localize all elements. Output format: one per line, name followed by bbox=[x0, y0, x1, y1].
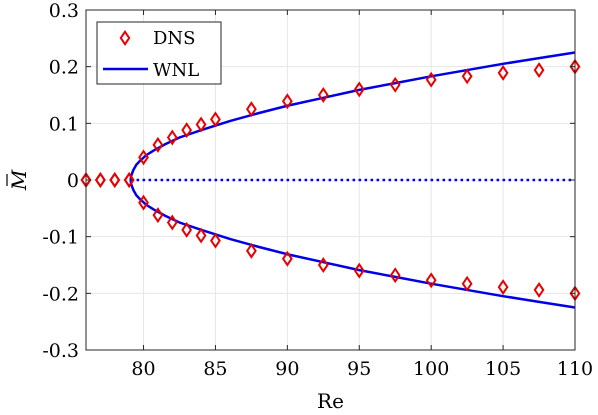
dns-point-lower bbox=[353, 262, 365, 279]
dns-point-upper bbox=[389, 76, 401, 93]
dns-point-upper bbox=[152, 136, 164, 153]
y-tick-label: 0.1 bbox=[49, 113, 79, 135]
x-tick-label: 110 bbox=[557, 358, 593, 380]
x-tick-label: 100 bbox=[413, 358, 449, 380]
dns-point-upper bbox=[533, 62, 545, 79]
legend: DNS WNL bbox=[96, 21, 222, 85]
dns-point-upper bbox=[425, 71, 437, 88]
dns-point-lower bbox=[94, 172, 106, 188]
dns-point-lower bbox=[166, 214, 178, 231]
dns-point-lower bbox=[425, 272, 437, 289]
y-tick-label: -0.2 bbox=[42, 283, 79, 305]
dns-point-lower bbox=[152, 207, 164, 224]
dns-point-lower bbox=[533, 281, 545, 298]
x-tick-label: 95 bbox=[347, 358, 371, 380]
x-tick-labels: 80 85 90 95 100 105 110 bbox=[131, 358, 593, 380]
y-tick-label: 0.3 bbox=[49, 0, 79, 22]
x-axis-label: Re bbox=[317, 389, 344, 413]
x-tick-label: 105 bbox=[485, 358, 521, 380]
dns-point-upper bbox=[281, 93, 293, 110]
y-axis-label: M bbox=[7, 169, 31, 191]
dns-point-upper bbox=[497, 64, 509, 81]
y-tick-label: -0.3 bbox=[42, 340, 79, 362]
dns-point-lower bbox=[181, 221, 193, 238]
y-tick-labels: -0.3 -0.2 -0.1 0 0.1 0.2 0.3 bbox=[42, 0, 79, 362]
dns-point-lower bbox=[461, 275, 473, 292]
x-tick-label: 80 bbox=[131, 358, 155, 380]
dns-point-upper bbox=[317, 87, 329, 103]
series-wnl bbox=[129, 51, 576, 309]
dns-point-lower bbox=[123, 172, 135, 188]
dns-point-lower bbox=[210, 232, 221, 249]
dns-point-lower bbox=[317, 257, 329, 273]
dns-point-lower bbox=[195, 227, 207, 244]
dns-point-upper bbox=[166, 129, 178, 146]
dns-point-lower bbox=[245, 242, 257, 259]
y-axis-label-group: M bbox=[6, 169, 31, 191]
dns-point-upper bbox=[181, 122, 193, 139]
dns-point-lower bbox=[138, 194, 149, 211]
wnl-upper-branch bbox=[129, 51, 576, 181]
series-dns bbox=[80, 58, 581, 302]
dns-point-lower bbox=[497, 279, 509, 296]
wnl-lower-branch bbox=[129, 179, 576, 309]
dns-point-upper bbox=[138, 149, 149, 166]
legend-dns-label: DNS bbox=[153, 28, 196, 49]
dns-point-lower bbox=[109, 172, 121, 188]
y-tick-label: -0.1 bbox=[42, 227, 79, 249]
dns-point-upper bbox=[195, 116, 207, 133]
dns-point-upper bbox=[461, 68, 473, 85]
x-tick-label: 90 bbox=[275, 358, 299, 380]
legend-dns-marker bbox=[119, 30, 131, 46]
dns-point-upper bbox=[245, 101, 257, 118]
legend-box bbox=[96, 21, 222, 85]
dns-point-lower bbox=[389, 267, 401, 284]
y-tick-label: 0.2 bbox=[49, 57, 79, 79]
y-tick-label: 0 bbox=[67, 170, 79, 192]
legend-wnl-label: WNL bbox=[153, 60, 199, 81]
ticks bbox=[86, 9, 576, 351]
dns-point-upper bbox=[210, 111, 221, 128]
dns-point-upper bbox=[353, 81, 365, 98]
x-tick-label: 85 bbox=[203, 358, 227, 380]
dns-point-lower bbox=[281, 250, 293, 267]
